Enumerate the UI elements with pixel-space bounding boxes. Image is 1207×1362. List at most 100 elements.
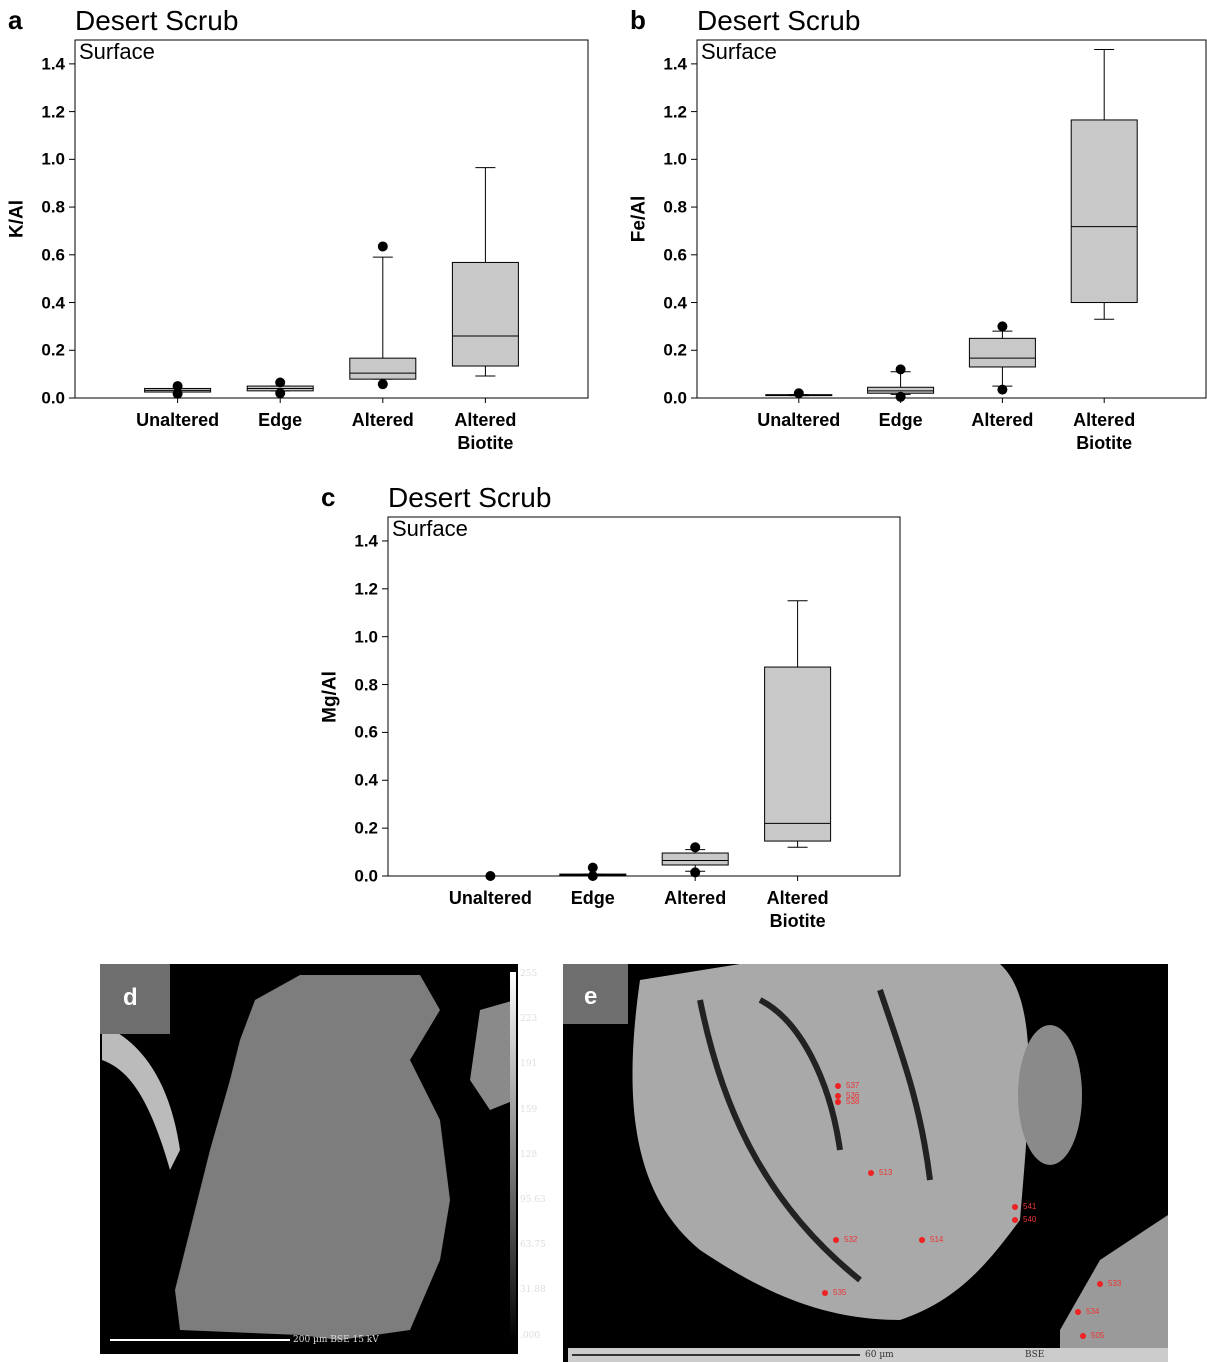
y-axis-label: K/Al: [6, 200, 28, 238]
outlier: [275, 377, 286, 388]
y-axis-label: Mg/Al: [319, 670, 341, 723]
outlier: [793, 388, 804, 399]
outlier: [172, 381, 183, 392]
point-label: 540: [1023, 1215, 1037, 1224]
y-tick-label: 0.0: [354, 866, 378, 886]
x-tick-label: Altered Biotite: [1073, 410, 1136, 453]
plot-frame: [387, 516, 901, 877]
colorbar-label: 95.63: [520, 1195, 546, 1205]
outlier: [895, 391, 906, 402]
colorbar-label: 255: [520, 969, 538, 979]
analysis-point: [919, 1237, 925, 1243]
y-tick-label: 0.2: [663, 340, 687, 360]
y-tick-label: 0.6: [663, 245, 687, 265]
box: [1070, 119, 1138, 304]
plot-frame: [74, 39, 589, 399]
x-tick-label: Edge: [258, 410, 303, 430]
chart-title: Desert Scrub: [697, 5, 861, 36]
outlier: [690, 867, 701, 878]
y-tick-label: 0.2: [41, 340, 65, 360]
analysis-point: [1080, 1333, 1086, 1339]
point-label: 537: [846, 1081, 860, 1090]
colorbar-label: 128: [520, 1149, 538, 1160]
y-tick-label: 1.4: [354, 531, 378, 551]
colorbar-label: 31.88: [520, 1285, 546, 1296]
x-tick-label: Edge: [570, 888, 615, 908]
x-tick-label: Altered: [351, 410, 414, 430]
outlier: [377, 241, 388, 252]
scale-caption: 200 µm BSE 15 kV: [293, 1335, 379, 1345]
chart-title: Desert Scrub: [75, 5, 239, 36]
point-label: 514: [930, 1235, 944, 1244]
y-axis-label: Fe/Al: [628, 195, 650, 243]
point-label: 533: [1108, 1279, 1122, 1288]
outlier: [690, 842, 701, 853]
y-tick-label: 1.0: [354, 627, 378, 647]
y-tick-label: 1.4: [41, 54, 65, 74]
box: [349, 357, 417, 380]
panel-letter: b: [630, 5, 646, 35]
point-label: 532: [844, 1235, 858, 1244]
y-tick-label: 0.2: [354, 818, 378, 838]
y-tick-label: 0.8: [354, 675, 378, 695]
colorbar-label: 223: [520, 1014, 538, 1025]
outlier: [587, 862, 598, 873]
colorbar-label: 191: [520, 1059, 538, 1070]
analysis-point: [822, 1290, 828, 1296]
y-tick-label: 0.4: [663, 293, 687, 313]
analysis-point: [1075, 1309, 1081, 1315]
y-tick-label: 1.2: [41, 102, 65, 122]
x-tick-label: Altered: [971, 410, 1034, 430]
y-tick-label: 1.4: [663, 54, 687, 74]
outlier: [997, 321, 1008, 332]
y-tick-label: 0.8: [41, 197, 65, 217]
detector-label: BSE: [1025, 1350, 1045, 1360]
chart-title: Desert Scrub: [388, 482, 552, 513]
analysis-point: [1012, 1204, 1018, 1210]
y-tick-label: 0.4: [354, 770, 378, 790]
analysis-point: [835, 1093, 841, 1099]
y-tick-label: 1.0: [41, 149, 65, 169]
y-tick-label: 0.0: [41, 388, 65, 408]
y-tick-label: 1.0: [663, 149, 687, 169]
colorbar-label: 159: [520, 1104, 538, 1115]
y-tick-label: 0.8: [663, 197, 687, 217]
box: [968, 337, 1036, 368]
panel-letter: a: [8, 5, 23, 35]
x-tick-label: Altered: [664, 888, 727, 908]
point-label: 538: [846, 1097, 860, 1106]
x-tick-label: Altered Biotite: [454, 410, 517, 453]
y-tick-label: 0.4: [41, 293, 65, 313]
panel-letter: e: [584, 983, 598, 1010]
point-label: 505: [1091, 1331, 1105, 1340]
x-tick-label: Unaltered: [448, 888, 532, 908]
x-tick-label: Unaltered: [136, 410, 220, 430]
scale-caption: 60 µm: [865, 1350, 894, 1360]
outlier: [587, 871, 598, 881]
analysis-point: [868, 1170, 874, 1176]
analysis-point: [1012, 1217, 1018, 1223]
analysis-point: [835, 1083, 841, 1089]
box: [661, 852, 729, 866]
y-tick-label: 0.6: [354, 722, 378, 742]
colorbar-label: 63.75: [520, 1240, 546, 1251]
box: [764, 666, 832, 842]
y-tick-label: 0.0: [663, 388, 687, 408]
colorbar-label: .000: [520, 1330, 541, 1341]
point-label: 535: [833, 1288, 847, 1297]
point-label: 513: [879, 1168, 893, 1177]
analysis-point: [1097, 1281, 1103, 1287]
outlier: [895, 364, 906, 375]
annotation: Surface: [79, 39, 155, 64]
y-tick-label: 1.2: [354, 579, 378, 599]
x-tick-label: Unaltered: [757, 410, 841, 430]
analysis-point: [835, 1099, 841, 1105]
x-tick-label: Edge: [878, 410, 923, 430]
y-tick-label: 0.6: [41, 245, 65, 265]
analysis-point: [833, 1237, 839, 1243]
outlier: [485, 871, 496, 881]
annotation: Surface: [701, 39, 777, 64]
micrograph-d: [100, 964, 518, 1354]
plot-frame: [696, 39, 1207, 399]
